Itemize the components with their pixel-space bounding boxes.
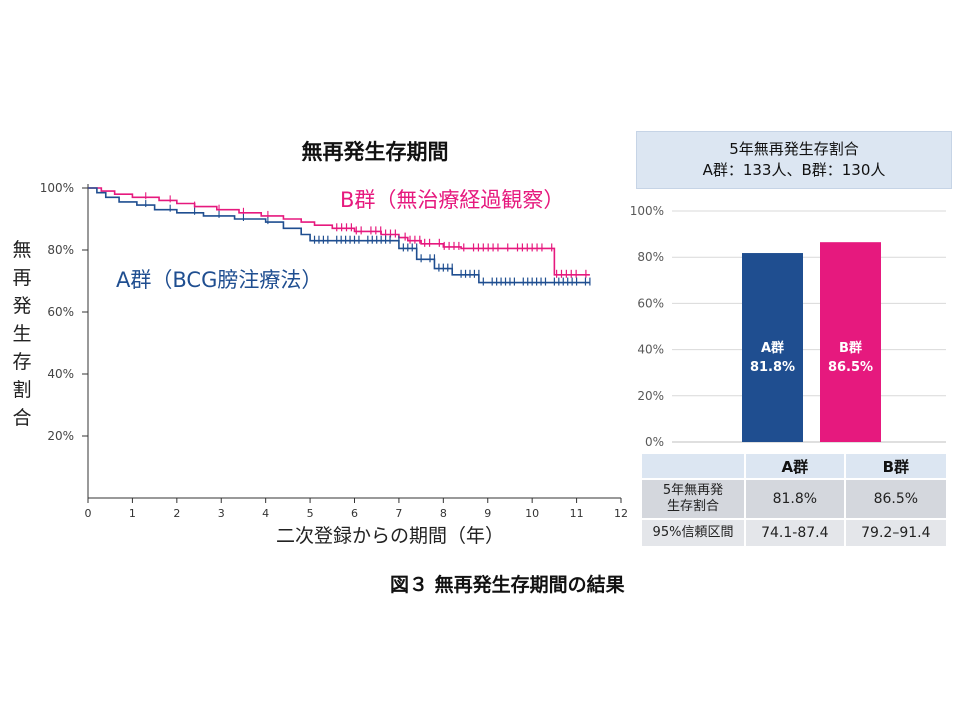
- y-label-char: 生: [12, 323, 32, 345]
- bar-group-a: [742, 253, 803, 442]
- row-label-line2: 生存割合: [666, 499, 719, 514]
- bar-y-tick-label: 20%: [637, 389, 664, 403]
- x-tick-label: 1: [129, 507, 136, 520]
- y-tick-label: 20%: [47, 429, 74, 443]
- rate-header-line1: 5年無再発生存割合: [729, 140, 859, 158]
- table-header-a: A群: [746, 454, 844, 478]
- bar-label-group: A群: [761, 340, 784, 356]
- bar-data-label: 86.5%: [828, 360, 873, 375]
- y-tick-label: 60%: [47, 305, 74, 319]
- x-tick-label: 9: [484, 507, 491, 520]
- table-cell-a: 81.8%: [746, 480, 844, 518]
- table-cell-b: 86.5%: [845, 480, 946, 518]
- x-tick-label: 3: [218, 507, 225, 520]
- row-label-line1: 5年無再発: [662, 483, 724, 498]
- table-cell-b: 79.2–91.4: [845, 520, 946, 546]
- x-tick-label: 8: [440, 507, 447, 520]
- km-chart-title: 無再発生存期間: [301, 140, 449, 164]
- table-cell-a: 74.1-87.4: [746, 520, 844, 546]
- table-row-label: 95%信頼区間: [642, 520, 744, 546]
- x-tick-label: 0: [85, 507, 92, 520]
- bar-y-tick-label: 0%: [645, 435, 664, 449]
- table-row-label: 5年無再発 生存割合: [642, 480, 744, 518]
- y-label-char: 発: [12, 295, 32, 317]
- bar-group-b: [820, 242, 881, 442]
- bar-data-label: 81.8%: [750, 360, 795, 375]
- table-row: 95%信頼区間 74.1-87.4 79.2–91.4: [642, 520, 946, 546]
- km-x-axis-label: 二次登録からの期間（年）: [275, 525, 504, 547]
- x-tick-label: 12: [614, 507, 628, 520]
- bar-label-group: B群: [839, 340, 862, 356]
- bar-y-tick-label: 80%: [637, 250, 664, 264]
- x-tick-label: 4: [262, 507, 269, 520]
- bar-y-tick-label: 60%: [637, 296, 664, 310]
- table-header-row: A群 B群: [642, 454, 946, 478]
- figure-caption: 図３ 無再発生存期間の結果: [390, 574, 625, 596]
- table-corner-cell: [642, 454, 744, 478]
- x-tick-label: 5: [307, 507, 314, 520]
- rate-panel-header: 5年無再発生存割合 A群：133人、B群：130人: [636, 131, 952, 189]
- x-tick-label: 2: [173, 507, 180, 520]
- x-tick-label: 10: [525, 507, 539, 520]
- series-label-group-a: A群（BCG膀注療法）: [116, 268, 323, 292]
- y-label-char: 無: [12, 239, 32, 261]
- y-label-char: 割: [12, 379, 32, 401]
- stats-table: A群 B群 5年無再発 生存割合 81.8% 86.5% 95%信頼区間 74.…: [640, 452, 948, 548]
- y-label-char: 再: [12, 267, 32, 289]
- y-tick-label: 100%: [40, 181, 74, 195]
- x-tick-label: 7: [395, 507, 402, 520]
- y-tick-label: 80%: [47, 243, 74, 257]
- table-header-b: B群: [845, 454, 946, 478]
- bar-y-tick-label: 100%: [630, 204, 664, 218]
- y-label-char: 合: [12, 407, 32, 429]
- table-row: 5年無再発 生存割合 81.8% 86.5%: [642, 480, 946, 518]
- series-label-group-b: B群（無治療経過観察）: [340, 188, 565, 212]
- x-tick-label: 6: [351, 507, 358, 520]
- y-tick-label: 40%: [47, 367, 74, 381]
- y-label-char: 存: [12, 351, 32, 373]
- km-curve-group-b: [88, 187, 590, 276]
- x-tick-label: 11: [570, 507, 584, 520]
- km-y-axis-label: 無再発生存割合: [8, 236, 36, 432]
- rate-header-line2: A群：133人、B群：130人: [702, 161, 886, 179]
- bar-y-tick-label: 40%: [637, 343, 664, 357]
